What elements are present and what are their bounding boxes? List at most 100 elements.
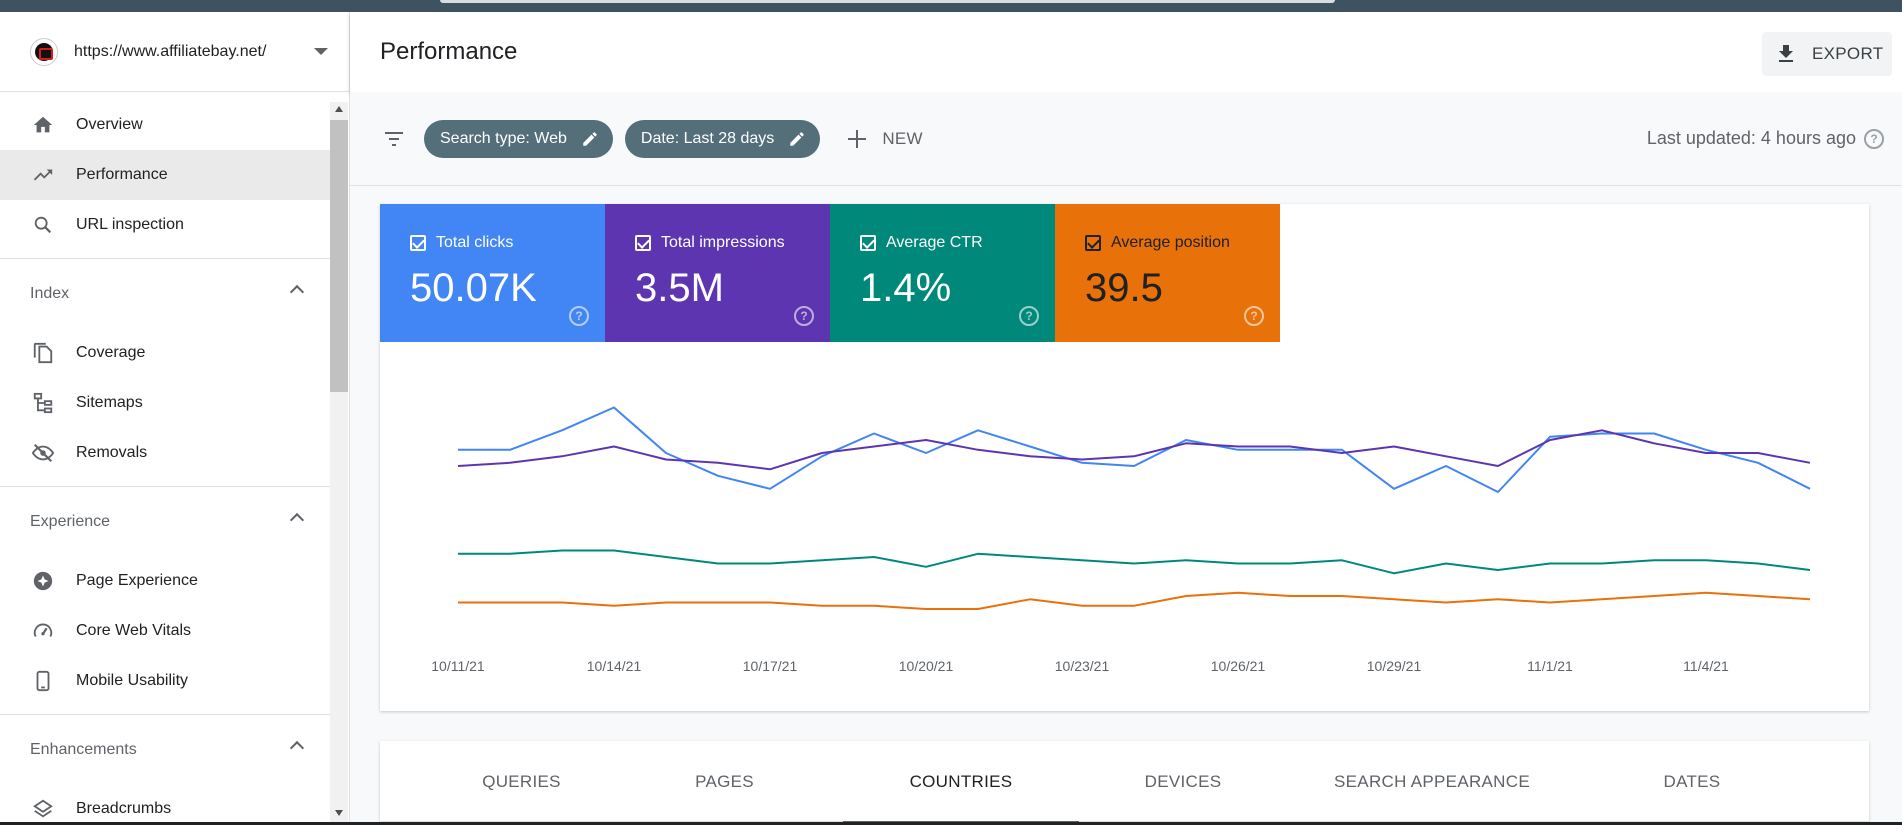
sidebar-scrollbar[interactable] bbox=[330, 102, 348, 822]
gauge-icon bbox=[30, 618, 56, 644]
metric-average-ctr[interactable]: Average CTR 1.4% ? bbox=[830, 204, 1055, 342]
sidebar-item-page-experience[interactable]: Page Experience bbox=[0, 556, 330, 606]
sidebar-item-overview[interactable]: Overview bbox=[0, 100, 330, 150]
checkbox-checked-icon[interactable] bbox=[860, 235, 876, 251]
sidebar-item-sitemaps[interactable]: Sitemaps bbox=[0, 378, 330, 428]
tab-queries[interactable]: QUERIES bbox=[482, 771, 561, 791]
scroll-down-arrow-icon[interactable] bbox=[335, 810, 343, 816]
help-icon[interactable]: ? bbox=[1244, 306, 1264, 326]
performance-line-chart[interactable]: 10/11/21 10/14/21 10/17/21 10/20/21 10/23/21… bbox=[380, 342, 1869, 711]
help-icon[interactable]: ? bbox=[1019, 306, 1039, 326]
section-index[interactable]: Index bbox=[0, 258, 330, 328]
section-title: Index bbox=[30, 284, 70, 302]
nav-list: Overview Performance URL inspection Inde… bbox=[0, 92, 330, 822]
checkbox-checked-icon[interactable] bbox=[1085, 235, 1101, 251]
new-label: NEW bbox=[882, 128, 923, 148]
series-line-average-ctr bbox=[458, 549, 1811, 575]
metric-value: 3.5M bbox=[635, 266, 724, 310]
tab-search-appearance[interactable]: SEARCH APPEARANCE bbox=[1334, 771, 1530, 791]
x-tick-label: 10/14/21 bbox=[587, 658, 642, 674]
series-line-total-clicks bbox=[458, 406, 1811, 493]
eye-off-icon bbox=[30, 440, 56, 466]
layers-icon bbox=[30, 796, 56, 822]
new-filter-button[interactable]: NEW bbox=[846, 128, 923, 150]
last-updated: Last updated: 4 hours ago ? bbox=[1647, 128, 1884, 149]
metric-label: Average position bbox=[1085, 234, 1230, 252]
sidebar-item-label: Overview bbox=[76, 116, 143, 133]
sidebar-item-breadcrumbs[interactable]: Breadcrumbs bbox=[0, 784, 330, 822]
sidebar-item-label: Core Web Vitals bbox=[76, 622, 192, 639]
sidebar-item-label: Page Experience bbox=[76, 572, 198, 589]
scroll-up-arrow-icon[interactable] bbox=[335, 106, 343, 112]
sidebar-item-mobile-usability[interactable]: Mobile Usability bbox=[0, 656, 330, 706]
tab-dates[interactable]: DATES bbox=[1663, 771, 1721, 791]
sidebar-item-label: Mobile Usability bbox=[76, 672, 189, 689]
sidebar-item-removals[interactable]: Removals bbox=[0, 428, 330, 478]
performance-chart-card: Total clicks 50.07K ? Total impressions … bbox=[380, 204, 1869, 711]
sidebar-item-label: Sitemaps bbox=[76, 394, 143, 411]
x-tick-label: 10/29/21 bbox=[1367, 658, 1422, 674]
property-selector[interactable]: https://www.affiliatebay.net/ bbox=[0, 12, 349, 92]
x-tick-label: 10/23/21 bbox=[1055, 658, 1110, 674]
home-icon bbox=[30, 112, 56, 138]
sidebar-item-label: Breadcrumbs bbox=[76, 800, 172, 817]
property-logo bbox=[30, 37, 58, 66]
export-button[interactable]: EXPORT bbox=[1762, 32, 1892, 76]
metric-label: Average CTR bbox=[860, 234, 983, 252]
checkbox-checked-icon[interactable] bbox=[410, 235, 426, 251]
series-line-average-position bbox=[458, 591, 1811, 610]
sidebar: https://www.affiliatebay.net/ Overview P… bbox=[0, 12, 350, 822]
x-tick-label: 10/11/21 bbox=[431, 658, 485, 674]
smartphone-icon bbox=[30, 668, 56, 694]
metric-average-position[interactable]: Average position 39.5 ? bbox=[1055, 204, 1280, 342]
download-icon bbox=[1774, 42, 1798, 66]
sidebar-item-label: Coverage bbox=[76, 344, 146, 361]
help-icon[interactable]: ? bbox=[1864, 128, 1884, 149]
sidebar-item-coverage[interactable]: Coverage bbox=[0, 328, 330, 378]
star-badge-icon bbox=[30, 568, 56, 594]
metric-total-impressions[interactable]: Total impressions 3.5M ? bbox=[605, 204, 830, 342]
metric-total-clicks[interactable]: Total clicks 50.07K ? bbox=[380, 204, 605, 342]
x-tick-label: 11/1/21 bbox=[1527, 658, 1573, 674]
help-icon[interactable]: ? bbox=[569, 306, 589, 326]
chevron-up-icon bbox=[289, 512, 305, 528]
page-header: Performance EXPORT bbox=[350, 12, 1902, 92]
section-enhancements[interactable]: Enhancements bbox=[0, 714, 330, 784]
checkbox-checked-icon[interactable] bbox=[635, 235, 651, 251]
metric-value: 39.5 bbox=[1085, 266, 1163, 310]
sidebar-item-core-web-vitals[interactable]: Core Web Vitals bbox=[0, 606, 330, 656]
sidebar-item-url-inspection[interactable]: URL inspection bbox=[0, 200, 330, 250]
search-type-chip[interactable]: Search type: Web bbox=[424, 119, 613, 158]
caret-down-icon bbox=[314, 48, 328, 55]
file-copy-icon bbox=[30, 340, 56, 366]
section-experience[interactable]: Experience bbox=[0, 486, 330, 556]
chip-label: Search type: Web bbox=[440, 129, 567, 147]
metric-label-text: Total clicks bbox=[436, 234, 514, 251]
x-tick-label: 10/20/21 bbox=[899, 658, 954, 674]
scrollbar-thumb[interactable] bbox=[330, 120, 348, 392]
search-icon bbox=[30, 212, 56, 238]
sidebar-item-performance[interactable]: Performance bbox=[0, 150, 330, 200]
section-title: Enhancements bbox=[30, 740, 137, 758]
sidebar-item-label: Removals bbox=[76, 444, 148, 461]
x-tick-label: 10/26/21 bbox=[1211, 658, 1266, 674]
metric-label-text: Average position bbox=[1111, 234, 1230, 251]
sidebar-item-label: Performance bbox=[76, 166, 168, 183]
tab-pages[interactable]: PAGES bbox=[695, 771, 754, 791]
page-title: Performance bbox=[380, 38, 518, 65]
series-line-total-impressions bbox=[457, 429, 1811, 471]
date-range-chip[interactable]: Date: Last 28 days bbox=[624, 119, 821, 158]
filter-list-icon[interactable] bbox=[382, 127, 406, 151]
dimension-tabs-card: QUERIES PAGES COUNTRIES DEVICES SEARCH APPEA… bbox=[380, 741, 1869, 822]
metric-label-text: Average CTR bbox=[886, 234, 983, 251]
help-icon[interactable]: ? bbox=[794, 306, 814, 326]
sidebar-item-label: URL inspection bbox=[76, 216, 184, 233]
metric-cards: Total clicks 50.07K ? Total impressions … bbox=[380, 204, 1280, 342]
section-title: Experience bbox=[30, 512, 111, 530]
tab-devices[interactable]: DEVICES bbox=[1144, 771, 1222, 791]
trending-up-icon bbox=[30, 162, 56, 188]
tab-countries[interactable]: COUNTRIES bbox=[843, 741, 1079, 822]
chip-label: Date: Last 28 days bbox=[640, 129, 775, 147]
last-updated-text: Last updated: 4 hours ago bbox=[1646, 128, 1856, 148]
